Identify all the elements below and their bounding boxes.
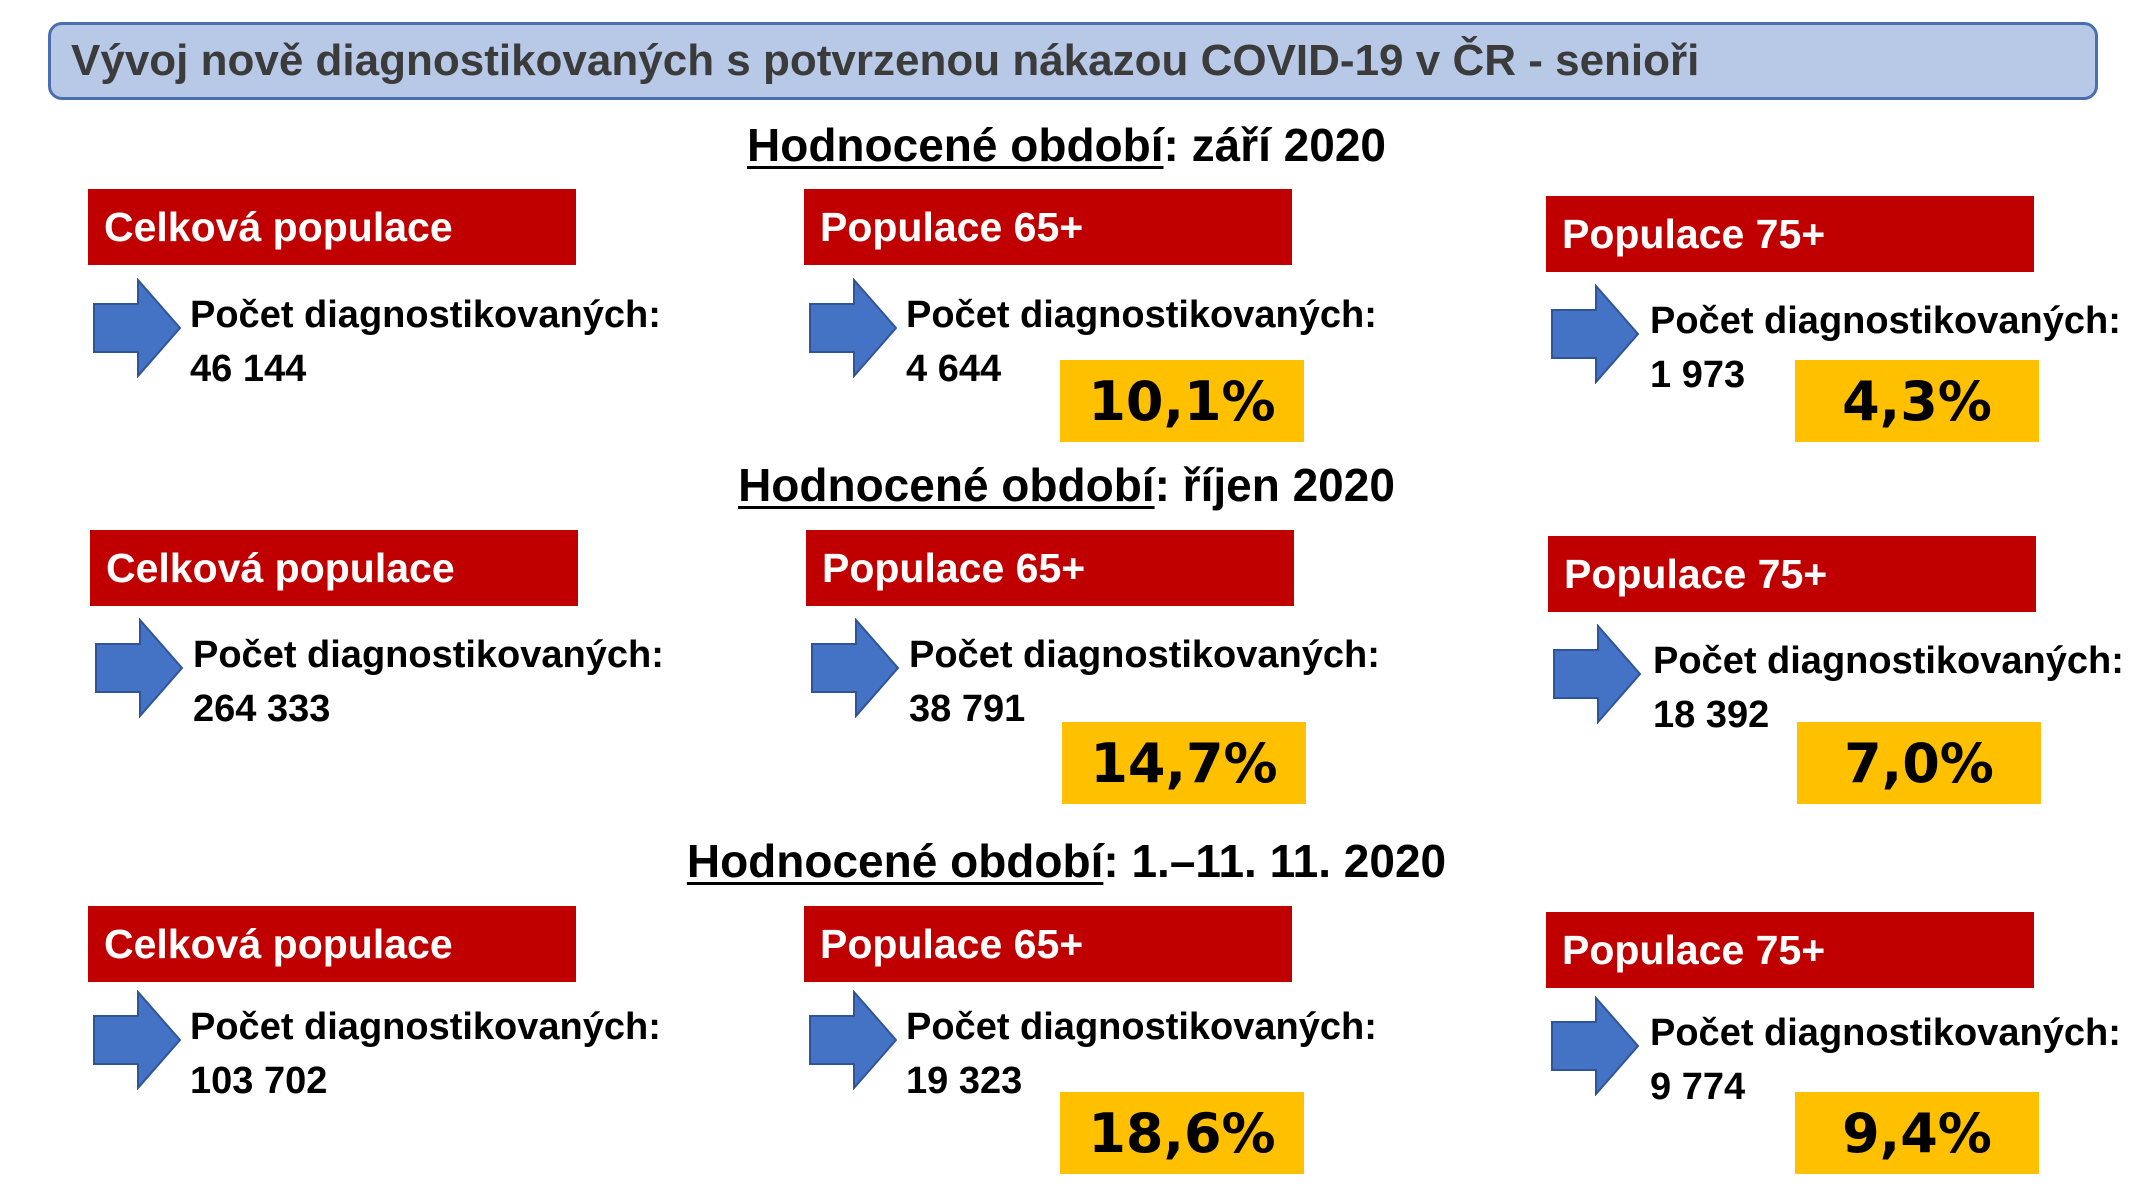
- count-label: Počet diagnostikovaných:: [1650, 300, 2121, 342]
- page-title: Vývoj nově diagnostikovaných s potvrzeno…: [71, 36, 1700, 85]
- count-value: 4 644: [906, 348, 1002, 390]
- count-label: Počet diagnostikovaných:: [193, 634, 664, 676]
- count-block-65-2: Počet diagnostikovaných: 38 791: [909, 628, 1380, 736]
- count-block-total-2: Počet diagnostikovaných: 264 333: [193, 628, 664, 736]
- count-value: 18 392: [1653, 694, 1770, 736]
- category-65-3: Populace 65+: [804, 906, 1292, 982]
- category-total-1: Celková populace: [88, 189, 576, 265]
- count-value: 103 702: [190, 1060, 328, 1102]
- count-label: Počet diagnostikovaných:: [190, 294, 661, 336]
- count-block-65-1: Počet diagnostikovaných: 4 644: [906, 288, 1377, 396]
- period-value: : říjen 2020: [1154, 459, 1395, 511]
- category-total-3: Celková populace: [88, 906, 576, 982]
- percent-badge-65-3: 18,6%: [1060, 1092, 1304, 1174]
- category-65-1: Populace 65+: [804, 189, 1292, 265]
- period-value: : září 2020: [1163, 119, 1386, 171]
- count-label: Počet diagnostikovaných:: [190, 1006, 661, 1048]
- title-bar: Vývoj nově diagnostikovaných s potvrzeno…: [48, 22, 2098, 100]
- count-value: 38 791: [909, 688, 1026, 730]
- period-heading-3: Hodnocené období: 1.–11. 11. 2020: [0, 834, 2133, 888]
- arrow-right-icon: [95, 618, 184, 718]
- percent-badge-75-3: 9,4%: [1795, 1092, 2039, 1174]
- arrow-right-icon: [809, 278, 898, 378]
- count-block-75-1: Počet diagnostikovaných: 1 973: [1650, 294, 2121, 402]
- arrow-right-icon: [93, 990, 182, 1090]
- count-value: 9 774: [1650, 1066, 1746, 1108]
- count-block-total-3: Počet diagnostikovaných: 103 702: [190, 1000, 661, 1108]
- count-value: 264 333: [193, 688, 331, 730]
- count-label: Počet diagnostikovaných:: [906, 294, 1377, 336]
- category-75-2: Populace 75+: [1548, 536, 2036, 612]
- count-label: Počet diagnostikovaných:: [909, 634, 1380, 676]
- percent-badge-75-1: 4,3%: [1795, 360, 2039, 442]
- count-value: 46 144: [190, 348, 307, 390]
- count-block-total-1: Počet diagnostikovaných: 46 144: [190, 288, 661, 396]
- period-heading-1: Hodnocené období: září 2020: [0, 118, 2133, 172]
- arrow-right-icon: [1553, 624, 1642, 724]
- count-label: Počet diagnostikovaných:: [1650, 1012, 2121, 1054]
- category-65-2: Populace 65+: [806, 530, 1294, 606]
- category-75-3: Populace 75+: [1546, 912, 2034, 988]
- period-value: : 1.–11. 11. 2020: [1103, 835, 1447, 887]
- period-label: Hodnocené období: [747, 119, 1164, 171]
- period-label: Hodnocené období: [686, 835, 1104, 887]
- count-label: Počet diagnostikovaných:: [1653, 640, 2124, 682]
- arrow-right-icon: [1551, 996, 1640, 1096]
- count-block-65-3: Počet diagnostikovaných: 19 323: [906, 1000, 1377, 1108]
- category-75-1: Populace 75+: [1546, 196, 2034, 272]
- count-label: Počet diagnostikovaných:: [906, 1006, 1377, 1048]
- arrow-right-icon: [811, 618, 900, 718]
- count-value: 1 973: [1650, 354, 1746, 396]
- count-value: 19 323: [906, 1060, 1023, 1102]
- period-heading-2: Hodnocené období: říjen 2020: [0, 458, 2133, 512]
- period-label: Hodnocené období: [738, 459, 1155, 511]
- count-block-75-2: Počet diagnostikovaných: 18 392: [1653, 634, 2124, 742]
- category-total-2: Celková populace: [90, 530, 578, 606]
- arrow-right-icon: [809, 990, 898, 1090]
- count-block-75-3: Počet diagnostikovaných: 9 774: [1650, 1006, 2121, 1114]
- arrow-right-icon: [93, 278, 182, 378]
- percent-badge-65-2: 14,7%: [1062, 722, 1306, 804]
- percent-badge-65-1: 10,1%: [1060, 360, 1304, 442]
- percent-badge-75-2: 7,0%: [1797, 722, 2041, 804]
- arrow-right-icon: [1551, 284, 1640, 384]
